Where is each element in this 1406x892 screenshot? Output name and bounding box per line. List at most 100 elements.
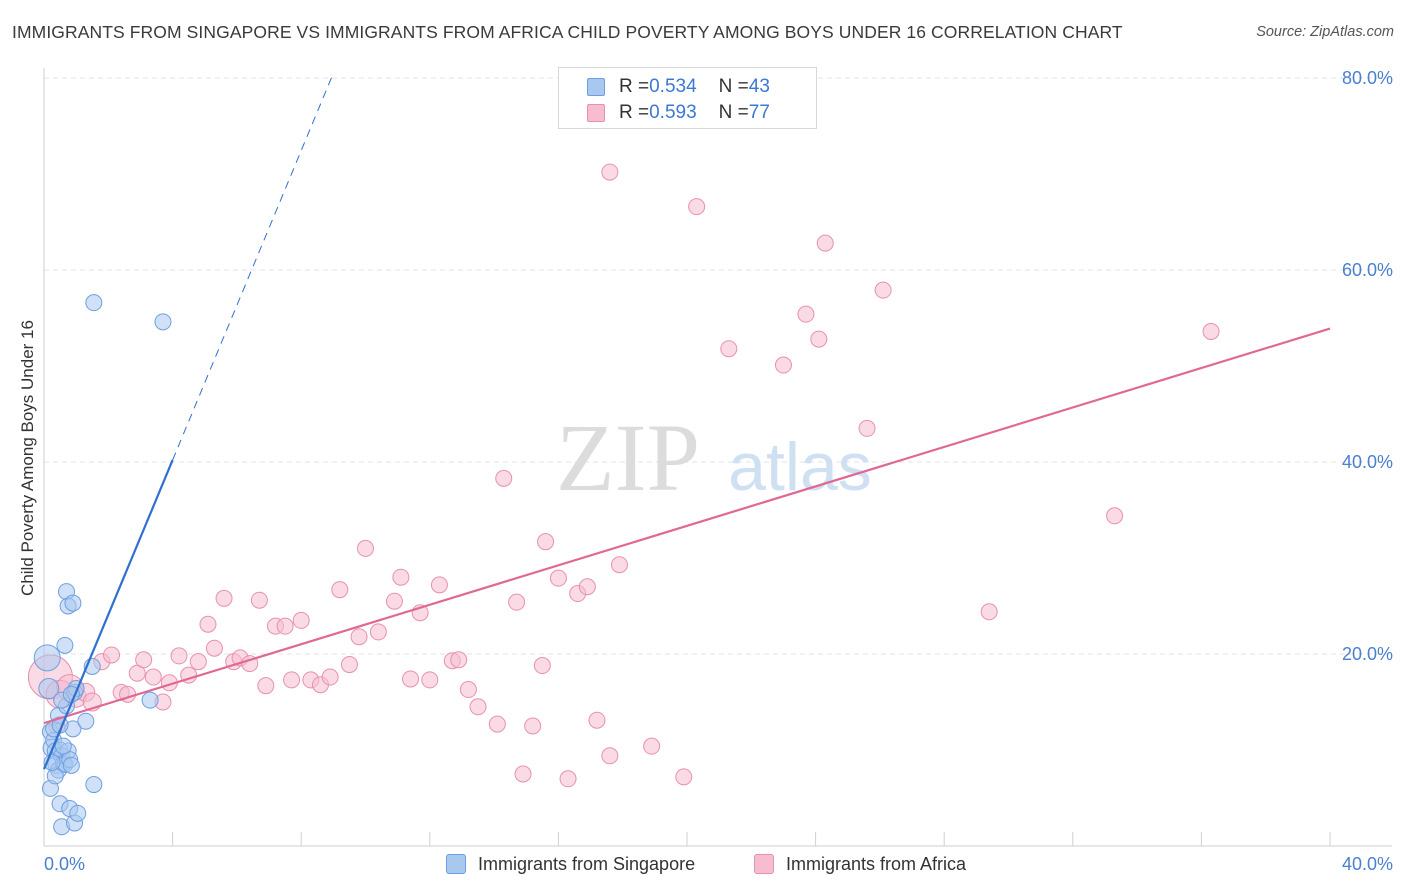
legend-swatch-africa: [587, 104, 605, 122]
legend-n-value: 77: [748, 102, 770, 123]
africa-point: [537, 533, 555, 551]
africa-point: [331, 581, 349, 599]
africa-point: [459, 681, 477, 699]
africa-point: [549, 569, 567, 587]
africa-point: [402, 670, 420, 688]
africa-point: [816, 234, 834, 252]
bottom-legend-swatch-africa: [754, 854, 774, 874]
africa-point: [321, 668, 339, 686]
africa-point: [1106, 507, 1124, 525]
africa-point: [276, 617, 294, 635]
y-tick-label: 40.0%: [1342, 452, 1393, 472]
grid-lines: [44, 77, 1392, 655]
africa-point: [495, 469, 513, 487]
series-singapore-points: [33, 294, 172, 836]
legend-r-value: 0.534: [649, 76, 697, 97]
africa-point: [588, 711, 606, 729]
legend-row-africa: R = 0.593 N = 77: [587, 101, 770, 125]
africa-point: [858, 419, 876, 437]
africa-point: [720, 340, 738, 358]
legend-r-label: R =: [619, 102, 650, 123]
bottom-legend-swatch-singapore: [446, 854, 466, 874]
africa-point: [514, 765, 532, 783]
singapore-trend-line: [42, 459, 174, 770]
y-tick-label: 20.0%: [1342, 644, 1393, 664]
africa-point: [810, 330, 828, 348]
bottom-legend-africa: Immigrants from Africa: [754, 852, 966, 876]
africa-point: [508, 593, 526, 611]
africa-point: [421, 671, 439, 689]
legend-n-value: 43: [748, 76, 770, 97]
africa-point: [1202, 322, 1220, 340]
africa-point: [980, 603, 998, 621]
africa-point: [874, 281, 892, 299]
africa-trend-line: [43, 327, 1331, 725]
africa-point: [533, 657, 551, 675]
tick-labels: 20.0% 40.0% 60.0% 80.0% 0.0% 40.0%: [44, 68, 1393, 874]
africa-point: [392, 568, 410, 586]
axes: [43, 68, 1392, 847]
singapore-point: [141, 691, 159, 709]
x-tick-label: 40.0%: [1342, 854, 1393, 874]
africa-point: [488, 715, 506, 733]
singapore-point: [33, 644, 61, 672]
legend-n-label: N =: [718, 76, 749, 97]
africa-point: [469, 698, 487, 716]
africa-point: [524, 717, 542, 735]
singapore-point: [54, 737, 72, 755]
africa-point: [601, 163, 619, 181]
africa-point: [292, 611, 310, 629]
bottom-legend-label-africa: Immigrants from Africa: [786, 853, 967, 874]
africa-point: [559, 770, 577, 788]
africa-point: [450, 651, 468, 669]
singapore-point: [154, 313, 172, 331]
legend-n-label: N =: [718, 102, 749, 123]
africa-point: [797, 305, 815, 323]
africa-point: [675, 768, 693, 786]
africa-point: [601, 747, 619, 765]
singapore-point: [85, 776, 103, 794]
watermark: ZIP atlas: [556, 404, 872, 511]
africa-point: [774, 356, 792, 374]
singapore-point: [69, 804, 87, 822]
africa-point: [688, 198, 706, 216]
africa-point: [189, 653, 207, 671]
africa-point: [205, 639, 223, 657]
chart-title: IMMIGRANTS FROM SINGAPORE VS IMMIGRANTS …: [12, 22, 1123, 42]
singapore-point: [85, 294, 103, 312]
africa-point: [170, 647, 188, 665]
africa-point: [199, 615, 217, 633]
africa-point: [385, 592, 403, 610]
legend-row-singapore: R = 0.534 N = 43: [587, 75, 770, 99]
bottom-legend-singapore: Immigrants from Singapore: [446, 852, 695, 876]
singapore-point: [56, 636, 74, 654]
singapore-trend-extension: [172, 73, 334, 461]
bottom-legend-label-singapore: Immigrants from Singapore: [478, 853, 696, 874]
y-tick-label: 80.0%: [1342, 68, 1393, 88]
africa-point: [135, 651, 153, 669]
x-tick-label: 0.0%: [44, 854, 85, 874]
africa-point: [643, 737, 661, 755]
watermark-zip: ZIP: [556, 404, 700, 511]
source-credit: Source: ZipAtlas.com: [1256, 24, 1394, 40]
africa-point: [144, 668, 162, 686]
africa-point: [350, 628, 368, 646]
correlation-legend: R = 0.534 N = 43 R = 0.593 N = 77: [558, 67, 817, 129]
trend-lines: [42, 73, 1331, 770]
singapore-point: [77, 712, 95, 730]
africa-point: [257, 677, 275, 695]
africa-point: [103, 646, 121, 664]
africa-point: [215, 589, 233, 607]
africa-point: [369, 623, 387, 641]
watermark-atlas: atlas: [728, 429, 872, 505]
africa-point: [578, 578, 596, 596]
singapore-point: [62, 756, 80, 774]
singapore-point: [64, 594, 82, 612]
africa-point: [357, 539, 374, 557]
legend-swatch-singapore: [587, 78, 605, 96]
africa-point: [340, 656, 358, 674]
legend-r-label: R =: [619, 76, 650, 97]
singapore-point: [38, 678, 60, 700]
y-tick-label: 60.0%: [1342, 260, 1393, 280]
